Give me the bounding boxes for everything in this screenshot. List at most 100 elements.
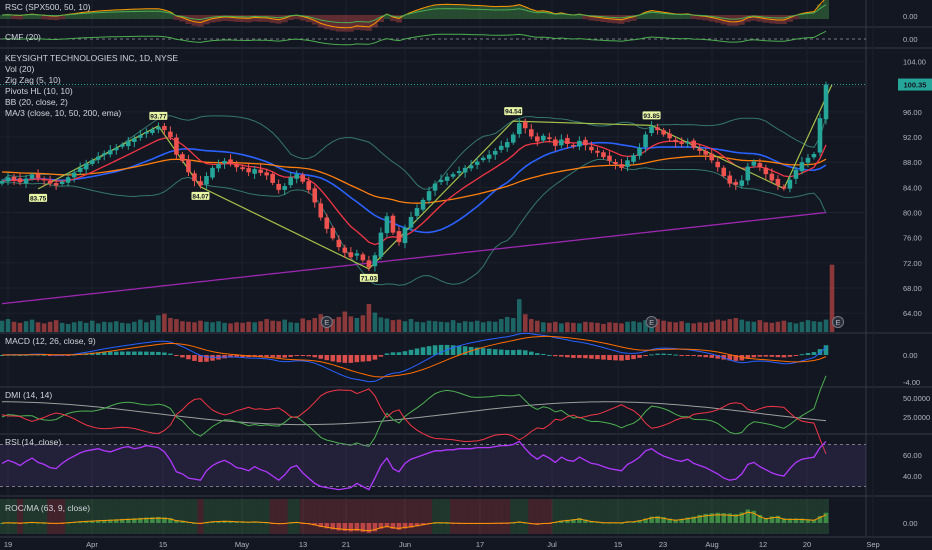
volume-bar (438, 321, 444, 332)
roc-bar (703, 513, 708, 523)
candle-body (781, 186, 787, 189)
overlay-label: Vol (20) (5, 64, 34, 74)
date-tick-label: Apr (86, 540, 98, 549)
macd-histogram-bar (565, 355, 570, 358)
date-tick-label: 15 (159, 540, 167, 549)
volume-bar (65, 323, 71, 332)
date-tick-label: 17 (476, 540, 484, 549)
rsc-area (83, 11, 90, 19)
candle-body (498, 145, 504, 150)
macd-histogram-bar (697, 355, 702, 357)
rsc-area (750, 15, 757, 21)
roc-bar (637, 520, 642, 523)
roc-bar (757, 514, 763, 523)
roc-bar (360, 523, 366, 532)
candle-body (559, 139, 564, 146)
candle-body (360, 254, 366, 261)
rsc-area (119, 9, 126, 19)
candle-body (649, 126, 654, 134)
rsc-signal-line (1, 4, 827, 24)
volume-bar (655, 319, 660, 332)
roc-background (486, 499, 493, 534)
volume-bar (47, 321, 53, 332)
volume-bar (35, 322, 41, 332)
macd-histogram-bar (47, 355, 53, 356)
date-tick-label: Aug (705, 540, 718, 549)
rsc-area (89, 11, 96, 19)
roc-background (335, 499, 342, 534)
volume-bar (222, 322, 227, 332)
dmi-label: DMI (14, 14) (5, 390, 52, 400)
macd-histogram-bar (679, 355, 684, 356)
rsc-area (546, 11, 553, 19)
rsc-area (678, 14, 685, 19)
candle-body (29, 174, 35, 179)
macd-tick-label: 0.00 (903, 351, 918, 360)
macd-histogram-bar (577, 355, 582, 358)
candle-body (71, 172, 77, 178)
rsc-area (786, 15, 793, 22)
roc-background (323, 499, 330, 534)
volume-bar (751, 321, 757, 332)
roc-background (672, 499, 679, 534)
roc-background (762, 499, 769, 534)
roc-bar (733, 514, 739, 523)
macd-histogram-bar (757, 355, 763, 357)
ema-200-line (1, 211, 827, 305)
pivot-label-box (191, 191, 210, 200)
roc-background (401, 499, 408, 534)
candle-body (113, 147, 119, 151)
volume-bar (204, 321, 209, 332)
date-tick-label: May (235, 540, 249, 549)
macd-histogram-bar (180, 355, 185, 358)
volume-bar (294, 322, 300, 332)
roc-bar (444, 522, 450, 524)
candle-body (270, 173, 275, 183)
candle-body (408, 216, 414, 228)
candle-body (396, 231, 402, 243)
volume-bar (571, 322, 576, 332)
volume-bar (396, 319, 402, 332)
roc-background (636, 499, 643, 534)
volume-bar (144, 322, 149, 332)
volume-bar (516, 299, 522, 332)
rsc-area (468, 5, 475, 20)
volume-bar (138, 319, 143, 332)
roc-background (618, 499, 625, 534)
volume-bar (192, 322, 197, 332)
rsc-area (462, 4, 469, 19)
volume-bar (11, 321, 17, 332)
roc-background (287, 499, 294, 534)
macd-histogram-bar (348, 355, 354, 363)
rsi-tick-label: 40.00 (903, 472, 922, 481)
roc-background (528, 499, 535, 534)
volume-bar (5, 319, 11, 332)
roc-background (516, 499, 523, 534)
volume-bar (559, 323, 564, 332)
macd-histogram-bar (113, 351, 119, 355)
rsc-area (672, 13, 679, 19)
volume-bar (240, 322, 245, 332)
date-tick-label: Sep (866, 540, 879, 549)
candle-body (258, 169, 263, 173)
candle-body (366, 260, 372, 268)
volume-bar (180, 321, 185, 332)
volume-bar (156, 315, 161, 332)
roc-background (365, 499, 372, 534)
macd-histogram-bar (547, 354, 552, 356)
roc-background (179, 499, 186, 534)
candle-body (0, 181, 5, 184)
roc-bar (769, 516, 775, 523)
candle-body (805, 157, 811, 163)
rsc-area (299, 15, 306, 21)
candle-body (673, 139, 678, 143)
pivot-label: 71.03 (361, 275, 378, 282)
volume-bar (619, 323, 624, 332)
roc-background (630, 499, 637, 534)
roc-bar (162, 517, 167, 523)
rsc-area (47, 15, 54, 20)
roc-bar (781, 518, 787, 523)
candle-body (324, 217, 330, 229)
macd-histogram-bar (769, 355, 775, 357)
